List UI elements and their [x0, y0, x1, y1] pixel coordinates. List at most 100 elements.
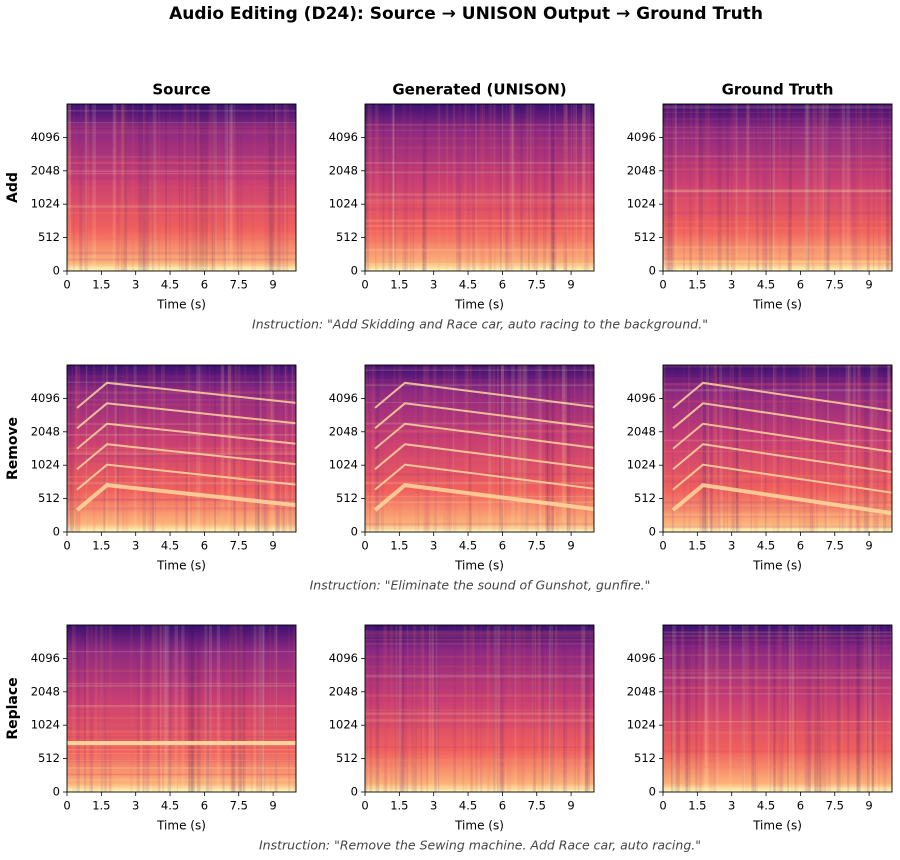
spectrogram-texture	[286, 365, 288, 532]
spectrogram-texture	[390, 625, 392, 792]
spectrogram-texture	[489, 104, 492, 271]
spectrogram-texture	[67, 475, 296, 478]
spectrogram-texture	[181, 625, 185, 792]
spectrogram-texture	[663, 260, 892, 264]
spectrogram-texture	[762, 104, 764, 271]
spectrogram-texture	[509, 104, 513, 271]
spectrogram-texture	[365, 719, 594, 722]
spectrogram-texture	[67, 386, 296, 388]
spectrogram-texture	[365, 229, 594, 233]
x-axis-label: Time (s)	[454, 559, 504, 573]
spectrogram-texture	[663, 218, 892, 221]
y-tick-label: 0	[53, 525, 60, 539]
spectrogram-texture	[551, 365, 553, 532]
spectrogram-texture	[719, 365, 723, 532]
spectrogram-texture	[179, 104, 181, 271]
spectrogram-texture	[800, 365, 802, 532]
spectrogram-texture	[288, 625, 291, 792]
spectrogram-texture	[723, 365, 726, 532]
spectrogram-texture	[365, 204, 594, 207]
spectrogram-texture	[365, 146, 594, 149]
spectrogram-texture	[699, 365, 703, 532]
spectrogram-texture	[415, 625, 417, 792]
spectrogram-texture	[504, 365, 507, 532]
spectrogram-texture	[365, 124, 594, 126]
spectrogram-texture	[209, 104, 213, 271]
spectrogram-texture	[153, 625, 158, 792]
x-tick-label: 4.5	[757, 278, 775, 292]
spectrogram-texture	[735, 104, 738, 271]
spectrogram-texture	[67, 498, 296, 501]
row-label: Add	[5, 172, 21, 203]
spectrogram-texture	[847, 625, 850, 792]
spectrogram-texture	[715, 625, 719, 792]
spectrogram-texture	[131, 104, 135, 271]
spectrogram-texture	[534, 625, 537, 792]
spectrogram-texture	[587, 104, 591, 271]
spectrogram-texture	[365, 694, 594, 697]
spectrogram-texture	[455, 104, 458, 271]
spectrogram-panel	[662, 103, 893, 272]
spectrogram-texture	[550, 365, 555, 532]
spectrogram-texture	[713, 625, 717, 792]
spectrogram-texture	[824, 625, 828, 792]
spectrogram-texture	[422, 104, 425, 271]
spectrogram-texture	[582, 104, 587, 271]
spectrogram-texture	[190, 365, 192, 532]
spectrogram-texture	[288, 365, 293, 532]
spectrogram-texture	[435, 625, 438, 792]
spectrogram-texture	[767, 625, 771, 792]
spectrogram-texture	[365, 244, 594, 246]
spectrogram-texture	[67, 499, 296, 502]
spectrogram-texture	[663, 365, 892, 368]
spectrogram-texture	[663, 676, 892, 679]
y-tick-label: 0	[351, 525, 358, 539]
x-tick-label: 1.5	[688, 278, 706, 292]
spectrogram-texture	[365, 717, 594, 721]
spectrogram-texture	[501, 365, 504, 532]
spectrogram-texture	[365, 674, 594, 678]
x-axis-label: Time (s)	[752, 559, 802, 573]
spectrogram-texture	[140, 625, 143, 792]
y-tick-label: 1024	[31, 458, 60, 472]
spectrogram-texture	[263, 625, 266, 792]
spectrogram-texture	[552, 104, 557, 271]
spectrogram-texture	[517, 365, 521, 532]
spectrogram-texture	[67, 482, 296, 485]
spectrogram-texture	[76, 625, 80, 792]
spectrogram-texture	[458, 104, 462, 271]
spectrogram-texture	[663, 439, 892, 442]
spectrogram-texture	[827, 625, 832, 792]
y-tick-label: 1024	[627, 197, 656, 211]
spectrogram-texture	[466, 104, 471, 271]
spectrogram-texture	[500, 365, 505, 532]
spectrogram-texture	[529, 104, 532, 271]
spectrogram-texture	[185, 104, 188, 271]
spectrogram-texture	[233, 365, 236, 532]
figure-title: Audio Editing (D24): Source → UNISON Out…	[169, 4, 763, 24]
spectrogram-texture	[814, 104, 816, 271]
y-tick-label: 2048	[329, 684, 358, 698]
spectrogram-texture	[827, 365, 830, 532]
spectrogram-texture	[67, 759, 296, 761]
x-tick-label: 3	[430, 278, 437, 292]
spectrogram-texture	[365, 248, 594, 252]
spectrogram-texture	[675, 104, 677, 271]
x-tick-label: 9	[865, 539, 872, 553]
spectrogram-texture	[67, 686, 296, 689]
x-tick-label: 1.5	[390, 799, 408, 813]
spectrogram-panel	[662, 624, 893, 793]
x-tick-label: 1.5	[688, 539, 706, 553]
spectrogram-texture	[103, 625, 107, 792]
spectrogram-texture	[369, 365, 371, 532]
spectrogram-texture	[365, 642, 594, 645]
spectrogram-texture	[188, 625, 193, 792]
spectrogram-texture	[365, 510, 594, 514]
spectrogram-texture	[209, 625, 213, 792]
spectrogram-texture	[423, 365, 426, 532]
spectrogram-texture	[400, 625, 404, 792]
spectrogram-texture	[190, 625, 195, 792]
spectrogram-texture	[818, 104, 822, 271]
spectrogram-texture	[811, 104, 814, 271]
